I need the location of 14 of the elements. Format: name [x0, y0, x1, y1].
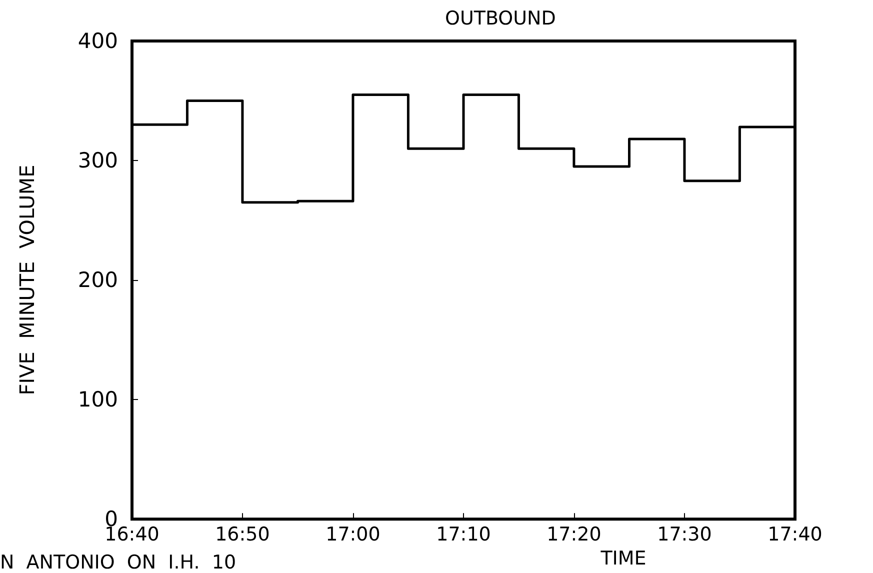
x-tick-label: 17:30: [657, 524, 712, 546]
y-tick-label: 100: [78, 388, 118, 412]
y-tick-label: 400: [78, 29, 118, 53]
x-tick-label: 17:10: [436, 524, 491, 546]
y-tick-label: 300: [78, 148, 118, 173]
text: N ANTONIO ON I.H. 10: [0, 552, 236, 573]
x-tick-label: 17:00: [326, 524, 380, 546]
y-tick-label: 200: [78, 268, 118, 292]
x-tick-label: 16:50: [215, 524, 270, 546]
y-axis-title: FIVE MINUTE VOLUME: [15, 164, 39, 396]
x-tick-label: 17:40: [768, 524, 822, 546]
chart-title: OUTBOUND: [445, 8, 556, 30]
x-axis-title: TIME: [600, 548, 646, 570]
x-tick-label: 17:20: [546, 524, 602, 546]
